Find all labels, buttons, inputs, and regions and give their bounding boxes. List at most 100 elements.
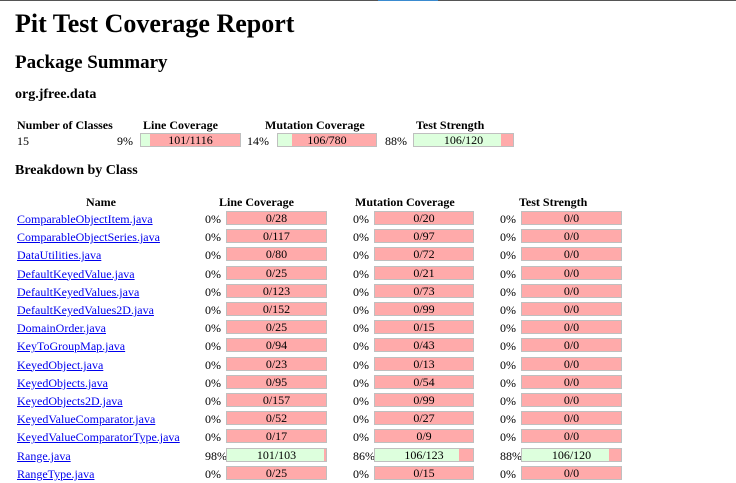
test-strength-percent: 0% bbox=[500, 430, 516, 445]
class-link[interactable]: ComparableObjectSeries.java bbox=[17, 230, 160, 245]
table-row: RangeType.java 0% 0/25 0% 0/15 0% 0/0 bbox=[0, 465, 736, 481]
line-coverage-bar: 0/80 bbox=[226, 247, 327, 262]
class-link[interactable]: KeyedObject.java bbox=[17, 357, 104, 372]
class-link[interactable]: DefaultKeyedValues.java bbox=[17, 284, 140, 299]
class-link[interactable]: KeyToGroupMap.java bbox=[17, 339, 126, 354]
mutation-coverage-bar: 0/97 bbox=[374, 229, 474, 244]
mutation-coverage-text: 106/123 bbox=[404, 447, 444, 462]
line-coverage-percent: 0% bbox=[205, 248, 221, 263]
test-strength-bar: 0/0 bbox=[521, 465, 622, 480]
class-link[interactable]: DefaultKeyedValues2D.java bbox=[17, 303, 154, 317]
test-strength-text: 0/0 bbox=[563, 229, 580, 244]
line-coverage-percent: 0% bbox=[205, 357, 221, 372]
summary-strength-bar: 106/120 bbox=[413, 133, 514, 147]
summary-header-classes: Number of Classes bbox=[17, 118, 113, 132]
line-coverage-percent: 0% bbox=[205, 375, 221, 390]
class-link[interactable]: KeyedValueComparator.java bbox=[17, 412, 156, 427]
test-strength-text: 0/0 bbox=[563, 356, 580, 371]
line-coverage-percent: 0% bbox=[205, 412, 221, 427]
test-strength-bar: 0/0 bbox=[521, 338, 622, 353]
line-coverage-bar: 0/94 bbox=[226, 338, 327, 353]
mutation-coverage-text: 0/27 bbox=[413, 411, 435, 426]
test-strength-bar: 0/0 bbox=[521, 247, 622, 262]
class-link[interactable]: KeyedObjects.java bbox=[17, 375, 108, 390]
test-strength-percent: 0% bbox=[500, 466, 516, 481]
test-strength-text: 0/0 bbox=[563, 265, 580, 280]
test-strength-bar: 0/0 bbox=[521, 302, 622, 316]
test-strength-text: 0/0 bbox=[563, 302, 580, 316]
mutation-coverage-text: 0/20 bbox=[413, 211, 435, 225]
class-link[interactable]: KeyedObjects2D.java bbox=[17, 394, 123, 408]
mutation-coverage-text: 0/15 bbox=[413, 465, 435, 480]
table-row: KeyToGroupMap.java 0% 0/94 0% 0/43 0% 0/0 bbox=[0, 338, 736, 354]
mutation-coverage-bar: 0/15 bbox=[374, 320, 474, 335]
line-coverage-bar: 101/103 bbox=[226, 447, 327, 462]
summary-line-bar-fill bbox=[141, 134, 150, 146]
line-coverage-text: 0/25 bbox=[265, 320, 288, 335]
line-coverage-percent: 0% bbox=[205, 284, 221, 299]
breakdown-heading: Breakdown by Class bbox=[15, 163, 138, 178]
line-coverage-text: 0/28 bbox=[265, 211, 288, 225]
mutation-coverage-bar: 0/13 bbox=[374, 356, 474, 371]
line-coverage-text: 0/95 bbox=[265, 374, 288, 389]
header-line-coverage: Line Coverage bbox=[219, 195, 294, 209]
mutation-coverage-percent: 0% bbox=[353, 394, 369, 408]
line-coverage-bar: 0/25 bbox=[226, 465, 327, 480]
class-link[interactable]: KeyedValueComparatorType.java bbox=[17, 430, 180, 445]
mutation-coverage-bar: 0/72 bbox=[374, 247, 474, 262]
summary-line-pct: 9% bbox=[117, 134, 133, 148]
line-coverage-text: 0/123 bbox=[262, 283, 291, 298]
class-link[interactable]: DomainOrder.java bbox=[17, 321, 106, 336]
class-link[interactable]: Range.java bbox=[17, 448, 71, 463]
class-link[interactable]: RangeType.java bbox=[17, 466, 95, 481]
mutation-coverage-bar: 0/21 bbox=[374, 265, 474, 280]
table-row: DefaultKeyedValues.java 0% 0/123 0% 0/73 0% 0/… bbox=[0, 283, 736, 299]
test-strength-percent: 0% bbox=[500, 339, 516, 354]
line-coverage-percent: 0% bbox=[205, 466, 221, 481]
line-coverage-percent: 0% bbox=[205, 230, 221, 245]
line-coverage-bar: 0/52 bbox=[226, 411, 327, 426]
test-strength-percent: 0% bbox=[500, 357, 516, 372]
class-link[interactable]: DataUtilities.java bbox=[17, 248, 102, 263]
summary-header-strength: Test Strength bbox=[416, 118, 485, 132]
test-strength-text: 0/0 bbox=[563, 374, 580, 389]
test-strength-percent: 0% bbox=[500, 412, 516, 427]
summary-line-text: 101/1116 bbox=[168, 133, 213, 147]
summary-line-bar: 101/1116 bbox=[140, 133, 241, 147]
mutation-coverage-bar: 0/15 bbox=[374, 465, 474, 480]
line-coverage-text: 0/17 bbox=[265, 429, 288, 444]
class-link[interactable]: ComparableObjectItem.java bbox=[17, 212, 153, 226]
test-strength-bar-fill bbox=[522, 448, 610, 461]
mutation-coverage-percent: 0% bbox=[353, 339, 369, 354]
summary-classes-count: 15 bbox=[17, 134, 29, 148]
summary-strength-bar-fill bbox=[414, 134, 502, 146]
test-strength-bar: 0/0 bbox=[521, 320, 622, 335]
mutation-coverage-percent: 0% bbox=[353, 430, 369, 445]
line-coverage-percent: 98% bbox=[205, 448, 227, 463]
test-strength-text: 0/0 bbox=[563, 211, 580, 225]
line-coverage-text: 0/94 bbox=[265, 338, 288, 353]
table-row: ComparableObjectSeries.java 0% 0/117 0% 0/97… bbox=[0, 229, 736, 245]
mutation-coverage-text: 0/21 bbox=[413, 265, 435, 280]
summary-mutation-text: 106/780 bbox=[307, 133, 347, 147]
mutation-coverage-text: 0/97 bbox=[413, 229, 435, 244]
line-coverage-text: 101/103 bbox=[256, 447, 297, 462]
class-link[interactable]: DefaultKeyedValue.java bbox=[17, 266, 135, 281]
test-strength-bar: 0/0 bbox=[521, 393, 622, 407]
table-row: ComparableObjectItem.java 0% 0/28 0% 0/20 0% 0… bbox=[0, 211, 736, 226]
line-coverage-text: 0/152 bbox=[262, 302, 291, 316]
test-strength-text: 0/0 bbox=[563, 465, 580, 480]
line-coverage-bar: 0/28 bbox=[226, 211, 327, 225]
summary-mutation-bar-fill bbox=[278, 134, 292, 146]
test-strength-bar: 0/0 bbox=[521, 429, 622, 444]
line-coverage-percent: 0% bbox=[205, 339, 221, 354]
test-strength-text: 0/0 bbox=[563, 411, 580, 426]
mutation-coverage-bar: 0/20 bbox=[374, 211, 474, 225]
mutation-coverage-text: 0/15 bbox=[413, 320, 435, 335]
mutation-coverage-percent: 0% bbox=[353, 412, 369, 427]
table-row: KeyedObjects.java 0% 0/95 0% 0/54 0% 0/0 bbox=[0, 374, 736, 390]
summary-mutation-bar: 106/780 bbox=[277, 133, 377, 147]
line-coverage-text: 0/80 bbox=[265, 247, 288, 262]
mutation-coverage-percent: 0% bbox=[353, 230, 369, 245]
mutation-coverage-text: 0/9 bbox=[416, 429, 432, 444]
